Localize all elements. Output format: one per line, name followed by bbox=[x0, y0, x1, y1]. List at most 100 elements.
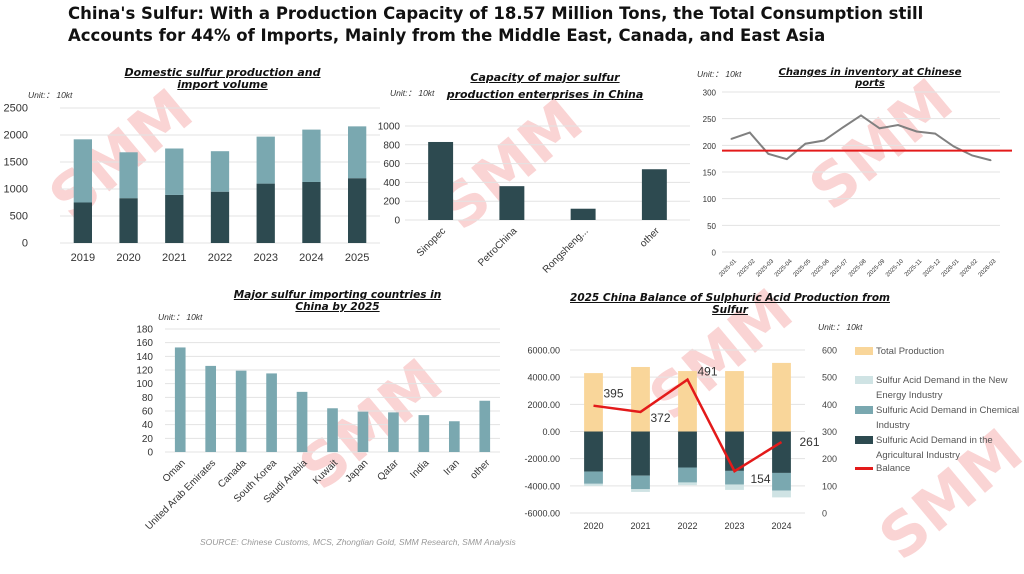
legend-item: Balance bbox=[855, 461, 1020, 476]
x-tick-label: Japan bbox=[343, 458, 370, 485]
legend-swatch bbox=[855, 406, 873, 414]
y-tick-label: -2000.00 bbox=[524, 454, 560, 464]
y2-tick-label: 300 bbox=[822, 427, 837, 437]
x-tick-label: 2024 bbox=[771, 521, 791, 531]
legend-label: Sulfuric Acid Demand in the Agricultural… bbox=[876, 435, 993, 461]
bar-2021 bbox=[631, 489, 650, 492]
y2-tick-label: 400 bbox=[822, 400, 837, 410]
x-tick-label: other bbox=[468, 457, 492, 481]
y-tick-label: 180 bbox=[136, 325, 153, 336]
bar-2020 bbox=[584, 471, 603, 484]
x-tick-label: 2023 bbox=[724, 521, 744, 531]
bar-2020 bbox=[584, 373, 603, 432]
bar-2019 bbox=[73, 202, 92, 243]
x-tick-label: 2021 bbox=[630, 521, 650, 531]
data-label: 261 bbox=[800, 435, 820, 449]
y-tick-label: 160 bbox=[136, 338, 153, 349]
bar-2020 bbox=[584, 483, 603, 486]
y-tick-label: 1000 bbox=[378, 122, 401, 133]
legend-swatch bbox=[855, 467, 873, 470]
bar-2020 bbox=[119, 152, 138, 199]
bar-2023 bbox=[725, 371, 744, 432]
y-tick-label: 6000.00 bbox=[527, 346, 560, 356]
bar-2020 bbox=[119, 198, 138, 243]
y-tick-label: 2000 bbox=[4, 130, 28, 142]
y-tick-label: 140 bbox=[136, 352, 153, 363]
unit-label: Unit:： 10kt bbox=[390, 88, 435, 98]
bar-other bbox=[479, 400, 491, 452]
x-tick-label: 2025-10 bbox=[885, 258, 905, 278]
y-tick-label: 400 bbox=[383, 178, 400, 189]
data-point bbox=[786, 158, 788, 160]
x-tick-label: 2020 bbox=[116, 252, 140, 264]
data-point bbox=[749, 131, 751, 134]
bar-Japan bbox=[357, 411, 369, 452]
legend-item: Total Production bbox=[855, 344, 1020, 359]
y2-tick-label: 200 bbox=[822, 454, 837, 464]
unit-label: Unit:： 10kt bbox=[28, 90, 73, 100]
data-point bbox=[730, 138, 733, 140]
bar-2020 bbox=[584, 431, 603, 472]
bar-Iran bbox=[448, 421, 460, 452]
x-tick-label: 2025-03 bbox=[755, 258, 775, 278]
bar-other bbox=[641, 169, 667, 220]
x-tick-label: 2026-01 bbox=[941, 258, 961, 278]
x-tick-label: 2026-02 bbox=[959, 258, 979, 278]
bar-2022 bbox=[678, 467, 697, 483]
x-tick-label: 2023 bbox=[253, 252, 277, 264]
bar-South Korea bbox=[266, 373, 277, 452]
y-tick-label: 150 bbox=[703, 169, 717, 178]
y-tick-label: 2500 bbox=[4, 103, 28, 115]
y-tick-label: 20 bbox=[142, 434, 154, 445]
x-tick-label: 2025-01 bbox=[718, 258, 738, 278]
data-point bbox=[878, 127, 881, 130]
x-tick-label: Kuwait bbox=[311, 458, 340, 487]
data-label: 372 bbox=[651, 411, 671, 425]
legend-label: Total Production bbox=[876, 346, 945, 357]
x-tick-label: 2026-03 bbox=[978, 258, 998, 278]
y2-tick-label: 100 bbox=[822, 481, 837, 491]
bar-PetroChina bbox=[499, 186, 525, 220]
y2-tick-label: 0 bbox=[822, 509, 827, 519]
bar-2022 bbox=[210, 151, 230, 192]
y2-tick-label: 600 bbox=[822, 346, 837, 356]
y-tick-label: 500 bbox=[10, 211, 28, 223]
y-tick-label: 800 bbox=[383, 140, 400, 151]
x-tick-label: Qatar bbox=[375, 457, 401, 483]
x-tick-label: 2020 bbox=[583, 521, 603, 531]
data-point bbox=[823, 139, 825, 142]
bar-2024 bbox=[772, 490, 791, 498]
chart-title-capacity: Capacity of major sulfur production ente… bbox=[446, 71, 644, 101]
data-point bbox=[989, 159, 992, 162]
y-tick-label: 0 bbox=[147, 448, 153, 459]
x-tick-label: 2021 bbox=[162, 252, 186, 264]
bar-2024 bbox=[302, 181, 321, 243]
y-tick-label: 120 bbox=[136, 366, 153, 377]
y-tick-label: 100 bbox=[703, 195, 717, 204]
y-tick-label: 4000.00 bbox=[527, 373, 560, 383]
x-tick-label: 2025-06 bbox=[811, 258, 831, 278]
y-tick-label: 0 bbox=[712, 249, 717, 258]
unit-label: Unit:： 10kt bbox=[818, 322, 863, 332]
y-tick-label: 40 bbox=[142, 420, 154, 431]
chart-title-inventory: Changes in inventory at Chinese ports bbox=[778, 67, 962, 89]
chart-2: 0501001502002503002025-012025-022025-032… bbox=[703, 89, 1012, 278]
y-tick-label: 200 bbox=[703, 142, 717, 151]
legend-swatch bbox=[855, 376, 873, 384]
bar-2022 bbox=[678, 431, 697, 468]
bar-India bbox=[418, 415, 430, 452]
chart-1: 0 200 400 600 800 1000 Sinopec PetroChina Rongsh… bbox=[378, 122, 690, 276]
bar-Saudi Arabia bbox=[296, 391, 308, 452]
bar-2023 bbox=[725, 484, 744, 490]
bar-2023 bbox=[725, 431, 744, 471]
y-tick-label: -4000.00 bbox=[524, 481, 560, 491]
data-point bbox=[860, 114, 862, 117]
chart-title-balance: 2025 China Balance of Sulphuric Acid Pro… bbox=[570, 292, 890, 316]
legend-item: Sulfuric Acid Demand in the Agricultural… bbox=[855, 433, 1020, 463]
y-tick-label: 0 bbox=[394, 216, 400, 227]
data-point bbox=[804, 142, 807, 145]
bar-2021 bbox=[631, 431, 650, 476]
x-tick-label: other bbox=[638, 225, 662, 249]
